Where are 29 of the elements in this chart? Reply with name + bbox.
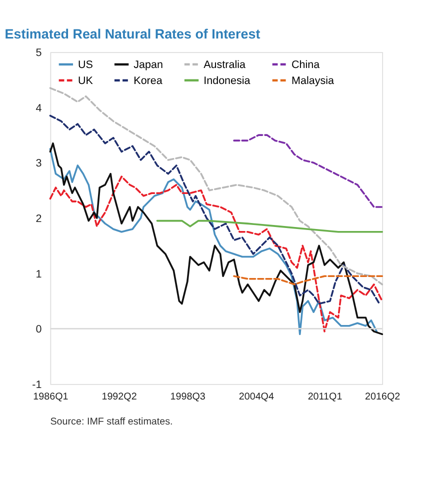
- x-tick-label: 2004Q4: [238, 392, 274, 403]
- line-series: [156, 220, 384, 233]
- y-tick-label: 1: [36, 268, 42, 280]
- x-tick-label: 1992Q2: [102, 392, 137, 403]
- y-tick-label: 5: [36, 47, 42, 60]
- y-tick-label: 4: [36, 102, 42, 114]
- legend-label: Korea: [134, 74, 162, 87]
- x-tick-label: 2011Q1: [308, 392, 342, 403]
- line-series: [233, 134, 384, 208]
- line-series: [49, 87, 384, 286]
- legend-label: Australia: [204, 58, 246, 71]
- y-tick-label: 3: [36, 158, 42, 170]
- legend-label: China: [292, 58, 320, 71]
- y-tick-label: 0: [36, 324, 42, 336]
- legend-label: US: [78, 58, 93, 71]
- x-tick-label: 2016Q2: [365, 392, 400, 403]
- x-tick-label: 1998Q3: [170, 392, 206, 403]
- line-series: [49, 114, 380, 305]
- legend-label: UK: [78, 74, 94, 87]
- chart-title: Estimated Real Natural Rates of Interest: [4, 26, 261, 42]
- y-tick-label: 2: [36, 213, 42, 226]
- line-series: [233, 275, 384, 286]
- legend-label: Indonesia: [204, 74, 250, 87]
- legend-label: Japan: [134, 58, 163, 71]
- x-tick-label: 1986Q1: [33, 392, 68, 403]
- line-series: [49, 176, 384, 332]
- y-tick-label: -1: [32, 379, 42, 392]
- source-note: Source: IMF staff estimates.: [50, 416, 173, 428]
- legend-label: Malaysia: [292, 74, 334, 87]
